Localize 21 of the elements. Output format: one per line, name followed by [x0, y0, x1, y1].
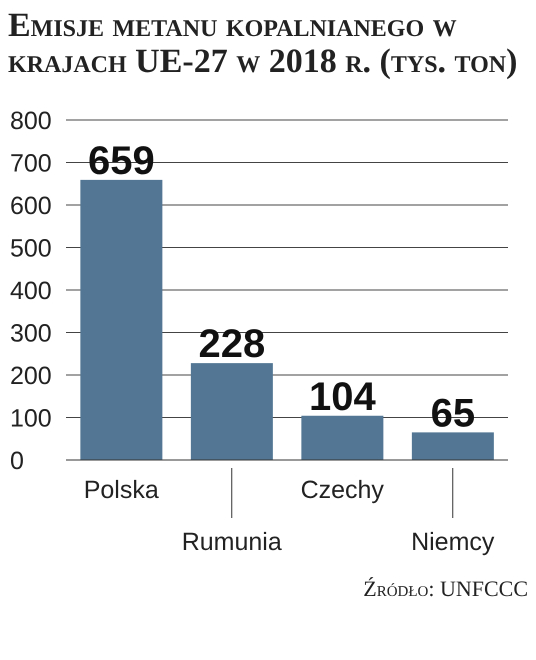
data-label: 228: [198, 322, 266, 366]
x-tick-label: Czechy: [300, 476, 384, 504]
bar: [80, 180, 162, 460]
y-tick-label: 0: [10, 447, 24, 475]
x-tick-label: Rumunia: [182, 528, 282, 556]
data-label: 104: [308, 374, 376, 419]
bar: [190, 363, 273, 460]
y-tick-label: 200: [10, 362, 52, 390]
y-tick-label: 400: [10, 277, 52, 305]
y-tick-label: 300: [10, 320, 52, 348]
y-tick-label: 500: [10, 234, 52, 262]
y-tick-label: 600: [10, 192, 52, 220]
bar: [412, 432, 494, 460]
bar: [301, 416, 384, 460]
x-tick-label: Niemcy: [411, 528, 495, 556]
y-tick-label: 800: [10, 107, 52, 135]
y-tick-label: 700: [10, 150, 52, 178]
y-tick-label: 100: [10, 404, 52, 432]
text: Źródło: UNFCCC: [362, 576, 528, 602]
chart-title: Emisje metanu kopalnianego w krajach UE-27 w 2018 r. (tys. ton): [8, 7, 518, 80]
x-tick-label: Polska: [84, 476, 159, 504]
